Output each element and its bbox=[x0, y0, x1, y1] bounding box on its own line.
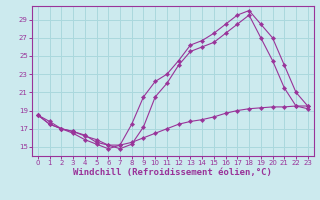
X-axis label: Windchill (Refroidissement éolien,°C): Windchill (Refroidissement éolien,°C) bbox=[73, 168, 272, 177]
